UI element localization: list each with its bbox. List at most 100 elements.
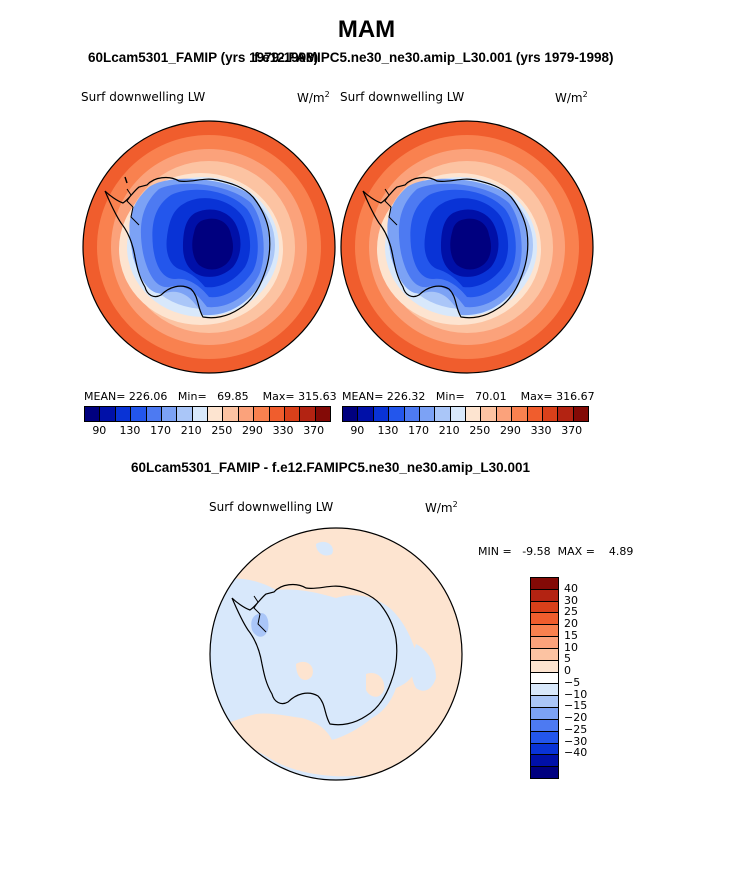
colorbar-tick-label: 170 [150,424,172,437]
colorbar-tick-label: 25 [564,605,578,619]
colorbar-swatch [531,755,558,768]
colorbar-swatch [343,407,359,421]
colorbar-swatch [192,407,208,421]
colorbar-tick-label: −10 [564,687,588,701]
colorbar-swatch [161,407,178,421]
right-case-title: f.e12.FAMIPC5.ne30_ne30.amip_L30.001 (yr… [254,50,614,65]
colorbar-swatch [531,767,558,779]
colorbar-tick-label: 130 [119,424,141,437]
colorbar-tick-label: 40 [564,581,578,595]
colorbar-swatch [315,407,330,421]
colorbar-swatch [300,407,316,421]
colorbar-tick-label: −25 [564,722,588,736]
colorbar-swatch [531,613,558,626]
colorbar-swatch [223,407,239,421]
colorbar-swatch [115,407,132,421]
colorbar-tick-label: 250 [469,424,491,437]
colorbar-swatch [404,407,420,421]
colorbar-swatch [100,407,116,421]
left-colorbar [84,406,331,422]
diff-minmax: MIN = -9.58 MAX = 4.89 [478,545,634,558]
left-polar-map [82,120,336,374]
colorbar-swatch [531,589,558,602]
diff-colorbar-ticks: 40 30 25 20 15 10 5 0 −5 −10 −15 −20 −25 −30 −40 [564,577,624,777]
colorbar-tick-label: −40 [564,746,588,760]
colorbar-swatch [85,407,101,421]
colorbar-swatch [531,601,558,614]
colorbar-swatch [466,407,482,421]
colorbar-tick-label: 20 [564,617,578,631]
colorbar-tick-label: 330 [272,424,294,437]
colorbar-swatch [542,407,559,421]
colorbar-swatch [531,731,558,744]
colorbar-swatch [238,407,255,421]
colorbar-tick-label: 210 [180,424,202,437]
colorbar-swatch [531,684,558,697]
colorbar-tick-label: 290 [241,424,263,437]
diff-units-label: W/m2 [425,500,458,515]
colorbar-swatch [435,407,451,421]
right-units-label: W/m2 [555,90,588,105]
colorbar-tick-label: 30 [564,593,578,607]
colorbar-tick-label: 15 [564,628,578,642]
diff-variable-label: Surf downwelling LW [209,500,334,514]
figure-title: MAM [337,16,396,43]
right-variable-label: Surf downwelling LW [340,90,465,104]
left-stats: MEAN= 226.06 Min= 69.85 Max= 315.63 [84,390,337,403]
colorbar-swatch [284,407,301,421]
colorbar-swatch [531,708,558,720]
colorbar-tick-label: 370 [561,424,583,437]
right-colorbar [342,406,589,422]
left-variable-label: Surf downwelling LW [81,90,206,104]
colorbar-swatch [269,407,285,421]
left-colorbar-ticks: 90 130 170 210 250 290 330 370 [84,424,329,438]
colorbar-swatch [531,625,558,638]
colorbar-swatch [531,672,558,685]
colorbar-tick-label: −30 [564,734,588,748]
colorbar-swatch [389,407,405,421]
colorbar-tick-label: 10 [564,640,578,654]
colorbar-tick-label: −5 [564,675,581,689]
right-stats: MEAN= 226.32 Min= 70.01 Max= 316.67 [342,390,595,403]
colorbar-swatch [531,719,558,732]
colorbar-swatch [146,407,162,421]
diff-title: 60Lcam5301_FAMIP - f.e12.FAMIPC5.ne30_ne… [131,460,530,475]
right-polar-map [340,120,594,374]
colorbar-tick-label: 90 [350,424,365,437]
colorbar-swatch [208,407,224,421]
colorbar-swatch [177,407,193,421]
right-colorbar-ticks: 90 130 170 210 250 290 330 370 [342,424,587,438]
colorbar-swatch [573,407,588,421]
colorbar-tick-label: 330 [530,424,552,437]
colorbar-tick-label: 370 [303,424,325,437]
colorbar-tick-label: −15 [564,699,588,713]
diff-polar-map [209,527,463,781]
colorbar-swatch [481,407,497,421]
colorbar-tick-label: 290 [499,424,521,437]
colorbar-swatch [531,660,558,673]
colorbar-tick-label: 5 [564,652,571,666]
colorbar-tick-label: 250 [211,424,233,437]
colorbar-swatch [450,407,466,421]
colorbar-tick-label: 130 [377,424,399,437]
colorbar-swatch [358,407,374,421]
colorbar-tick-label: −20 [564,711,588,725]
colorbar-swatch [558,407,574,421]
diff-colorbar [530,577,559,779]
colorbar-swatch [419,407,436,421]
left-case-title: 60Lcam5301_FAMIP (yrs 1979-1998) [88,50,319,65]
colorbar-swatch [496,407,513,421]
colorbar-swatch [531,743,558,756]
colorbar-tick-label: 210 [438,424,460,437]
colorbar-swatch [531,578,558,590]
colorbar-swatch [531,637,558,649]
colorbar-swatch [531,696,558,709]
colorbar-swatch [531,648,558,661]
colorbar-tick-label: 170 [408,424,430,437]
left-units-label: W/m2 [297,90,330,105]
colorbar-tick-label: 90 [92,424,107,437]
colorbar-swatch [527,407,543,421]
colorbar-swatch [373,407,390,421]
colorbar-swatch [131,407,147,421]
colorbar-swatch [254,407,270,421]
